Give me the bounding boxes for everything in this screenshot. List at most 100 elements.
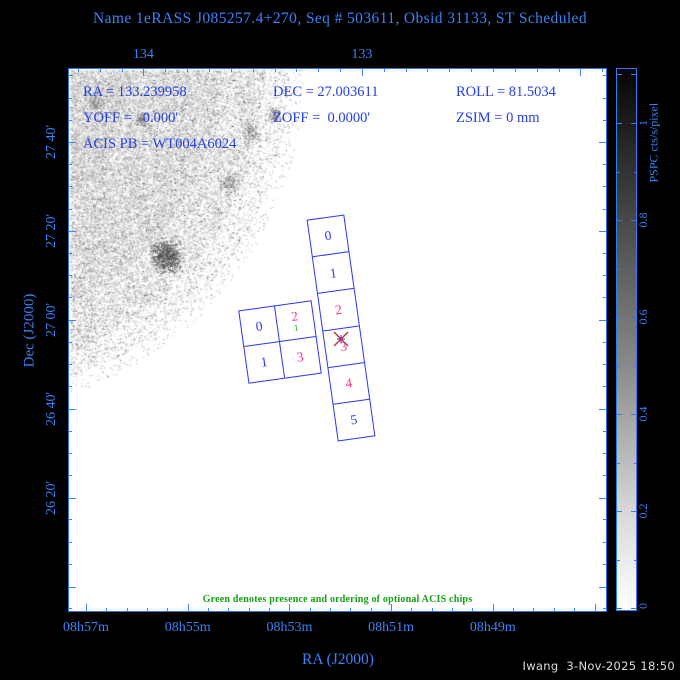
top-minor-tick xyxy=(252,68,254,72)
left-minor-tick xyxy=(68,430,72,432)
colorbar-tick-label: 0.6 xyxy=(636,309,650,325)
left-minor-tick xyxy=(68,519,72,521)
colorbar-major-tick xyxy=(631,123,636,124)
bottom-minor-tick xyxy=(106,608,108,612)
acis-chip: 5 xyxy=(334,399,375,440)
right-minor-tick xyxy=(603,430,607,432)
aimpoint-x-marker xyxy=(333,331,349,347)
chip-number-label: 2 xyxy=(333,300,343,317)
colorbar-major-tick xyxy=(617,414,622,415)
zoff-value: ZOFF = 0.0000' xyxy=(273,110,370,126)
top-minor-tick xyxy=(514,68,516,72)
bottom-tick-label: 08h53m xyxy=(266,620,313,635)
acis-chip: 1 xyxy=(243,342,285,383)
bottom-tick-label: 08h57m xyxy=(63,620,109,635)
left-minor-tick xyxy=(68,164,72,166)
top-tick-label: 133 xyxy=(351,47,373,62)
ra-value: RA = 133.239958 xyxy=(83,84,187,100)
right-minor-tick xyxy=(603,164,607,166)
right-minor-tick xyxy=(603,386,607,388)
left-minor-tick xyxy=(68,608,72,610)
top-minor-tick xyxy=(165,68,167,72)
top-minor-tick xyxy=(405,68,407,72)
right-minor-tick xyxy=(603,97,607,99)
bottom-minor-tick xyxy=(330,608,332,612)
bottom-minor-tick xyxy=(147,608,149,612)
left-minor-tick xyxy=(68,452,72,454)
left-tick-label: 26 40' xyxy=(44,391,59,426)
right-minor-tick xyxy=(603,253,607,254)
right-minor-tick xyxy=(603,608,607,610)
optional-chips-caption: Green denotes presence and ordering of o… xyxy=(202,594,473,605)
top-minor-tick xyxy=(427,68,429,72)
right-major-tick xyxy=(599,497,607,499)
chip-optional-order: 1 xyxy=(292,322,299,333)
chip-number-label: 5 xyxy=(349,411,359,428)
right-minor-tick xyxy=(603,341,607,343)
right-major-tick xyxy=(599,230,607,232)
bottom-major-tick xyxy=(594,604,596,612)
left-minor-tick xyxy=(68,253,72,254)
left-minor-tick xyxy=(68,563,72,565)
colorbar-tick-label: 0 xyxy=(636,603,650,609)
colorbar-minor-tick xyxy=(631,74,636,75)
left-major-tick xyxy=(68,497,76,499)
top-minor-tick xyxy=(318,68,320,72)
bottom-minor-tick xyxy=(574,608,576,612)
colorbar-major-tick xyxy=(617,317,622,318)
top-tick-label: 134 xyxy=(132,47,154,62)
left-major-tick xyxy=(68,142,76,143)
bottom-major-tick xyxy=(492,604,494,612)
chip-number-label: 0 xyxy=(323,227,333,244)
bottom-minor-tick xyxy=(248,608,250,612)
left-tick-label: 27 00' xyxy=(44,302,59,337)
left-minor-tick xyxy=(68,119,72,121)
left-minor-tick xyxy=(68,364,72,365)
top-minor-tick xyxy=(536,68,538,72)
right-minor-tick xyxy=(603,563,607,565)
left-minor-tick xyxy=(68,275,72,277)
bottom-minor-tick xyxy=(350,608,352,612)
colorbar-major-tick xyxy=(631,317,636,318)
right-major-tick xyxy=(599,319,607,321)
left-minor-tick xyxy=(68,541,72,543)
top-minor-tick xyxy=(340,68,342,72)
left-tick-label: 26 20' xyxy=(44,480,59,515)
bottom-minor-tick xyxy=(472,608,474,612)
dec-value: DEC = 27.003611 xyxy=(273,84,379,100)
observation-title: Name 1eRASS J085257.4+270, Seq # 503611,… xyxy=(93,10,587,27)
top-minor-tick xyxy=(449,68,451,72)
colorbar-minor-tick xyxy=(634,365,637,367)
top-major-tick xyxy=(361,68,363,76)
bottom-major-tick xyxy=(187,604,189,612)
right-minor-tick xyxy=(603,208,607,210)
chip-number-label: 4 xyxy=(344,374,354,391)
right-major-tick xyxy=(599,586,607,588)
bottom-minor-tick xyxy=(513,608,515,612)
bottom-minor-tick xyxy=(208,608,210,612)
right-minor-tick xyxy=(603,452,607,454)
bottom-major-tick xyxy=(86,604,87,612)
bottom-minor-tick xyxy=(167,608,169,612)
colorbar-minor-tick xyxy=(617,171,620,173)
acis-chip: 1 xyxy=(312,251,354,294)
left-minor-tick xyxy=(68,297,72,299)
intensity-colorbar xyxy=(616,68,637,611)
right-minor-tick xyxy=(603,297,607,299)
left-major-tick xyxy=(68,586,76,588)
right-minor-tick xyxy=(603,119,607,121)
roll-value: ROLL = 81.5034 xyxy=(456,84,556,100)
top-minor-tick xyxy=(208,68,210,72)
bottom-minor-tick xyxy=(411,608,413,612)
top-minor-tick xyxy=(77,68,79,72)
chip-number-label: 1 xyxy=(328,264,338,280)
right-minor-tick xyxy=(603,541,607,543)
colorbar-major-tick xyxy=(631,511,636,512)
acis-chip: 0 xyxy=(307,215,349,257)
top-minor-tick xyxy=(471,68,473,72)
colorbar-major-tick xyxy=(631,608,636,609)
left-tick-label: 27 20' xyxy=(44,213,59,248)
colorbar-minor-tick xyxy=(634,462,637,464)
